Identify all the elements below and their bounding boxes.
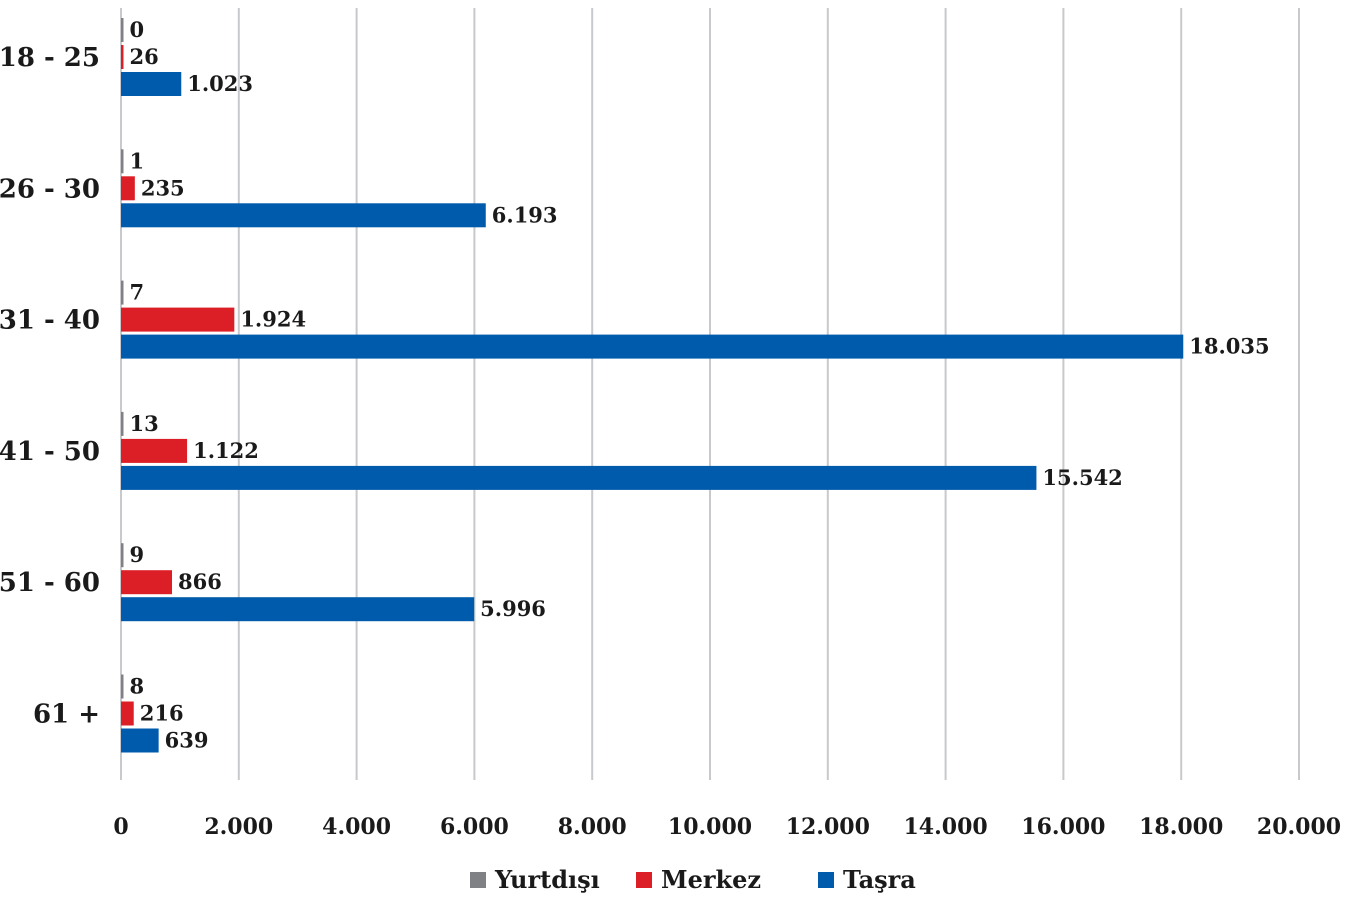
bar-taşra — [121, 597, 475, 622]
category-label: 18 - 25 — [0, 43, 100, 73]
data-label: 26 — [130, 44, 159, 69]
legend-item: Taşra — [818, 862, 916, 898]
x-tick-label: 20.000 — [1257, 814, 1341, 840]
bar-yurtdışı — [121, 674, 124, 699]
category-label: 61 + — [33, 700, 100, 730]
bar-yurtdışı — [121, 149, 124, 174]
bar-merkez — [121, 701, 134, 726]
data-label: 639 — [165, 728, 209, 753]
data-label: 1.122 — [193, 438, 259, 463]
x-tick-label: 2.000 — [204, 814, 273, 840]
legend-label: Merkez — [661, 865, 762, 894]
x-tick-label: 8.000 — [558, 814, 627, 840]
bar-taşra — [121, 465, 1037, 490]
data-label: 6.193 — [492, 202, 558, 227]
x-tick-label: 12.000 — [786, 814, 870, 840]
x-tick-label: 6.000 — [440, 814, 509, 840]
x-tick-label: 0 — [113, 814, 128, 840]
legend-item: Merkez — [636, 862, 761, 898]
bar-yurtdışı — [121, 543, 124, 568]
bar-merkez — [121, 176, 135, 201]
data-label: 18.035 — [1189, 334, 1269, 359]
x-tick-label: 14.000 — [903, 814, 987, 840]
x-tick-label: 4.000 — [322, 814, 391, 840]
bar-yurtdışı — [121, 280, 124, 305]
data-label: 0 — [130, 17, 145, 42]
data-label: 9 — [130, 542, 145, 567]
category-label: 51 - 60 — [0, 568, 100, 598]
bar-taşra — [121, 72, 182, 96]
bar-yurtdışı — [121, 18, 124, 42]
bar-merkez — [121, 570, 173, 595]
data-label: 216 — [140, 701, 184, 726]
data-label: 8 — [130, 674, 145, 699]
bar-merkez — [121, 45, 124, 69]
legend-swatch — [636, 872, 652, 888]
bar-taşra — [121, 203, 486, 228]
data-label: 235 — [141, 175, 185, 200]
data-label: 1.924 — [240, 307, 306, 332]
legend-label: Yurtdışı — [495, 865, 600, 894]
data-label: 866 — [178, 569, 222, 594]
data-label: 5.996 — [480, 596, 546, 621]
data-label: 13 — [130, 411, 159, 436]
category-label: 41 - 50 — [0, 437, 100, 467]
category-label: 31 - 40 — [0, 306, 100, 336]
legend-swatch — [818, 872, 834, 888]
bar-taşra — [121, 334, 1184, 359]
x-tick-label: 10.000 — [668, 814, 752, 840]
category-label: 26 - 30 — [0, 174, 100, 204]
x-tick-label: 16.000 — [1021, 814, 1105, 840]
data-label: 7 — [130, 280, 145, 305]
bar-taşra — [121, 728, 159, 753]
bar-merkez — [121, 438, 188, 463]
legend-label: Taşra — [843, 865, 916, 894]
bar-merkez — [121, 307, 235, 332]
bar-yurtdışı — [121, 411, 124, 436]
data-label: 15.542 — [1042, 465, 1122, 490]
data-label: 1 — [130, 148, 145, 173]
legend-swatch — [470, 872, 486, 888]
legend-item: Yurtdışı — [470, 862, 600, 898]
legend: Yurtdışı Merkez Taşra — [0, 862, 1361, 902]
data-label: 1.023 — [187, 71, 253, 96]
x-tick-label: 18.000 — [1139, 814, 1223, 840]
